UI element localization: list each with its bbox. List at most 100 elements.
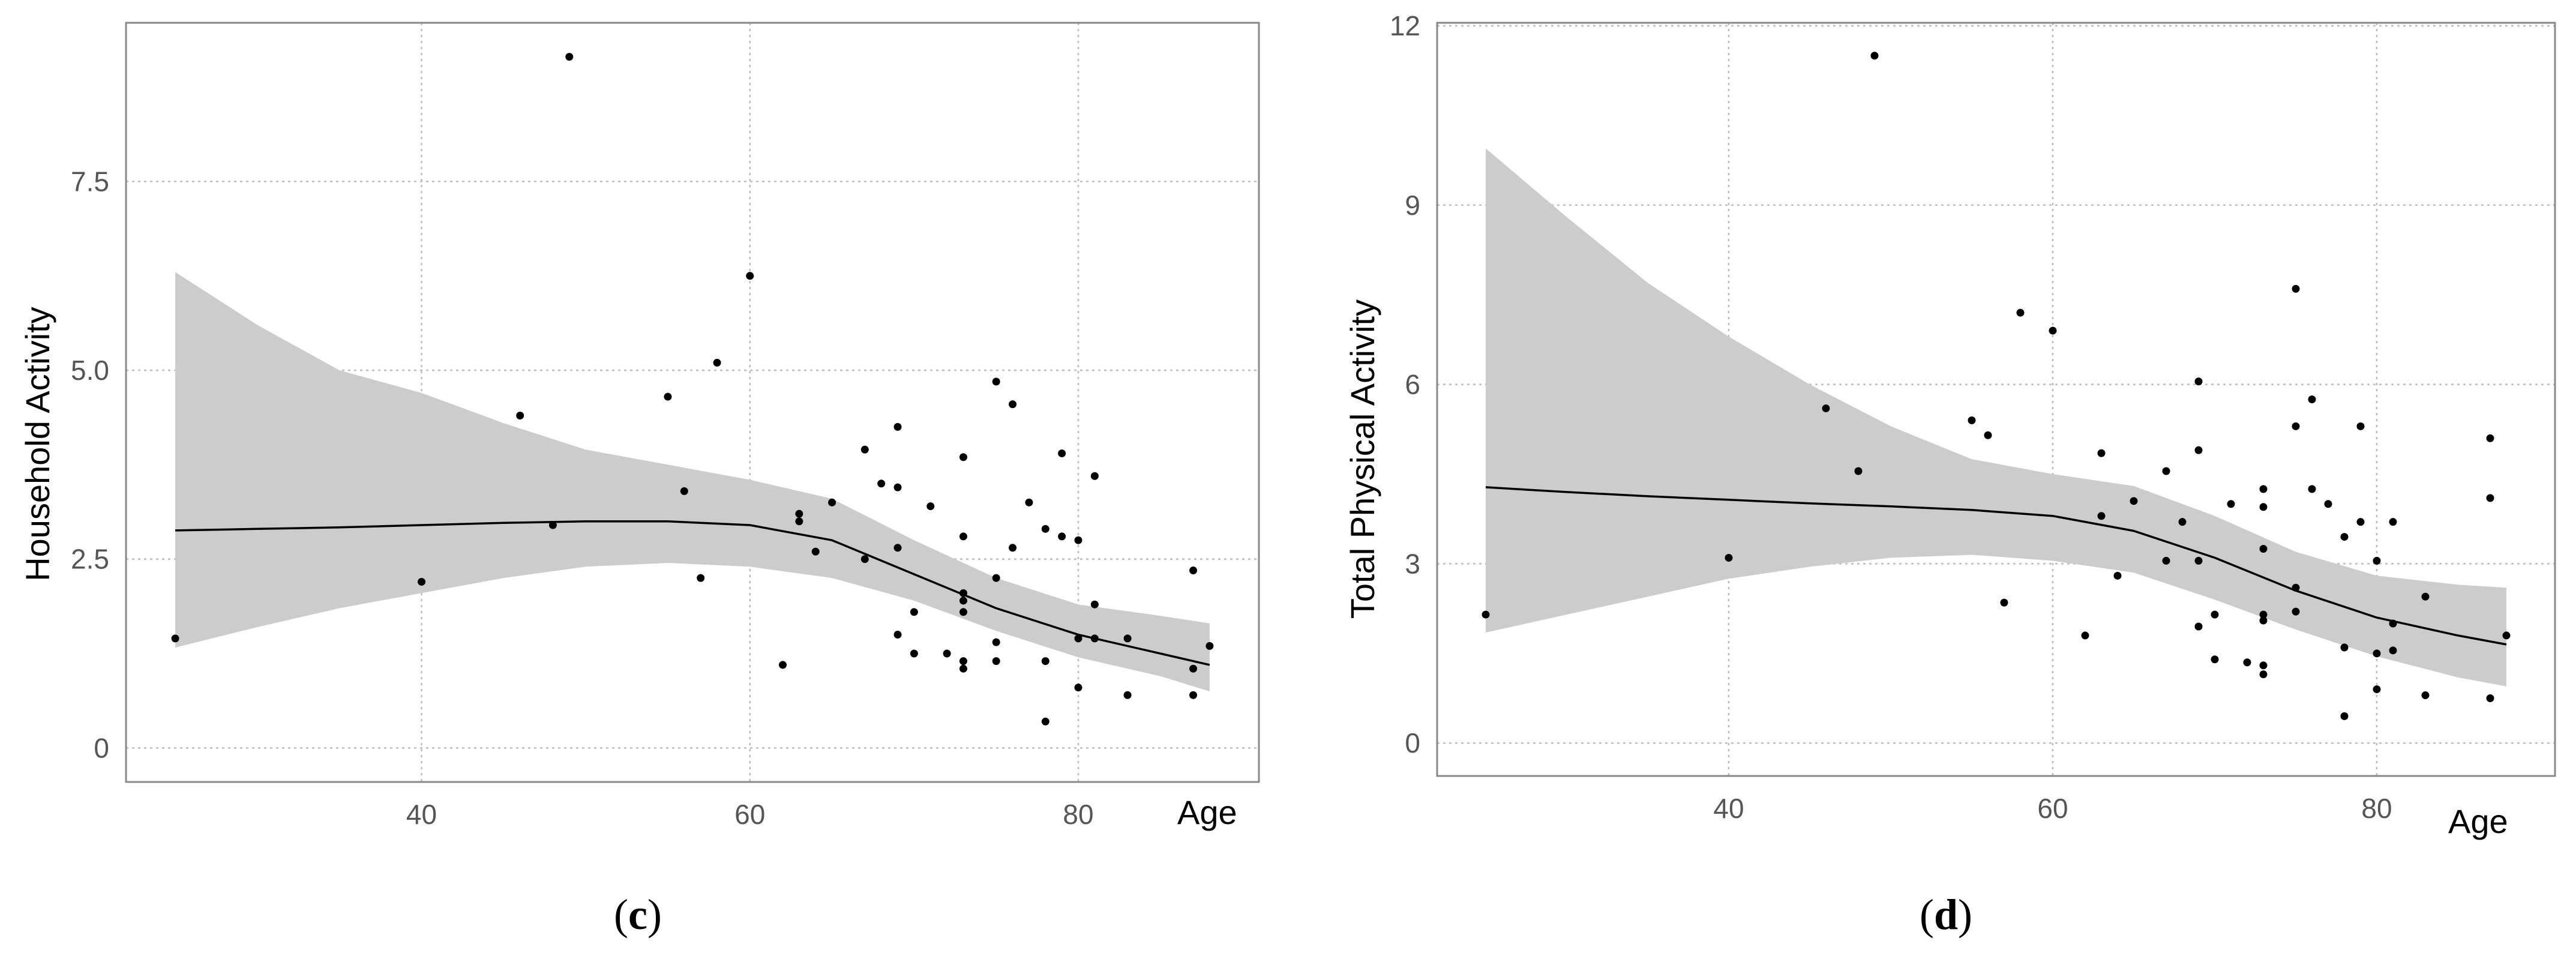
panel-c-y-tick-label: 5.0 [71,355,109,386]
panel-d-data-point [1968,416,1976,424]
panel-c-gridlines [126,23,1259,782]
panel-c-data-point [1009,400,1017,409]
panel-d-data-point [2000,598,2008,607]
panel-c-data-point [959,597,967,605]
panel-d-data-point [2292,284,2300,293]
panel-c-points [171,53,1214,726]
panel-d-data-point [2194,556,2203,565]
panel-d-data-point [1854,467,1863,475]
panel-c-data-point [926,502,935,511]
panel-d-data-point [2340,533,2349,541]
panel-d-data-point [2211,655,2219,664]
panel-c-data-point [893,483,902,492]
panel-d-y-tick-labels: 0 3 6 9 12 [1390,10,1420,759]
panel-d-data-point [2421,691,2430,700]
panel-c-y-tick-label: 0 [94,732,109,763]
panel-c-data-point [828,498,836,507]
panel-c-data-point [943,649,951,658]
panel-d-y-tick-label: 0 [1405,727,1420,759]
panel-d-data-point [2502,631,2511,640]
panel-c-data-point [893,422,902,431]
panel-d-data-point [2389,518,2397,526]
panel-c-data-point [992,657,1000,666]
panel-d-data-point [2421,592,2430,601]
panel-d-x-tick-label: 80 [2361,793,2392,824]
panel-c-data-point [959,532,967,541]
panel-c-data-point [893,631,902,639]
panel-c-plot-frame [125,22,1260,783]
panel-d-data-point [2292,422,2300,430]
panel-d-data-point [2194,622,2203,631]
panel-d-data-point [2356,422,2365,430]
panel-d-data-point [1725,553,1733,562]
panel-c-data-point [664,392,672,401]
panel-d-x-axis-label: Age [2448,802,2508,840]
panel-d-data-point [1482,610,1490,619]
panel-c-data-point [697,574,705,582]
panel-d-data-point [2292,607,2300,616]
panel-c-x-axis-label: Age [1177,793,1237,831]
panel-d-data-point [2162,467,2170,475]
panel-c-data-point [1041,717,1049,726]
panel-c-data-point [860,555,869,564]
panel-c-data-point [680,487,688,495]
panel-c-data-point [959,664,967,673]
panel-c-data-point [778,661,787,669]
panel-d-data-point [2194,446,2203,454]
panel-d-data-point [2259,503,2268,511]
panel-c-data-point [959,657,967,666]
panel-c-data-point [418,577,426,586]
panel-c-data-point [1090,634,1099,643]
panel-d-data-point [2308,485,2316,493]
panel-c-data-point [1025,498,1033,507]
panel-d-confidence-band-group [1486,148,2506,687]
panel-c-data-point [992,574,1000,582]
panel-c-caption: (c) [614,891,662,939]
panel-d-data-point [2097,449,2106,457]
panel-c-y-tick-label: 7.5 [71,166,109,197]
panel-d-data-point [2049,326,2057,335]
panel-c-data-point [795,510,803,518]
panel-d-confidence-band [1486,148,2506,687]
panel-c-data-point [811,547,820,556]
panel-d-x-tick-label: 40 [1713,793,1744,824]
panel-d-data-point [2178,518,2187,526]
panel-c-data-point [1009,544,1017,552]
panel-c-chart: 40 60 80 0 2.5 5.0 7.5 Household Activity Age… [19,22,1260,939]
panel-c-data-point [1189,567,1198,575]
panel-d-fit-line-group [1485,486,2507,646]
panel-d-caption-letter: d [1934,891,1958,939]
panel-c-data-point [171,634,179,643]
panel-d-data-point [2162,556,2170,565]
panel-c-x-tick-labels: 40 60 80 [406,799,1094,830]
panel-d-points [1482,52,2511,720]
panel-d-plot-frame [1436,22,2556,777]
panel-c-data-point [992,377,1000,386]
panel-d-caption: (d) [1920,891,1972,939]
panel-c-data-point [1041,525,1049,533]
panel-d-data-point [2259,485,2268,493]
panel-c-y-tick-labels: 0 2.5 5.0 7.5 [71,166,109,763]
panel-c-x-tick-label: 40 [406,799,437,830]
panel-d-data-point [2211,610,2219,619]
panel-d-data-point [2373,685,2381,694]
panel-c-data-point [1090,472,1099,480]
panel-d-data-point [2356,518,2365,526]
panel-d-data-point [2389,619,2397,628]
panel-c-data-point [1058,532,1066,541]
panel-c-confidence-band [175,272,1210,691]
panel-c-y-tick-label: 2.5 [71,544,109,575]
panel-c-data-point [910,649,918,658]
panel-c-data-point [548,521,557,529]
panel-c-fit-line [175,520,1210,666]
panel-d-data-point [2081,631,2089,640]
panel-c-data-point [1058,449,1066,457]
panel-d-data-point [2259,661,2268,670]
panel-c-data-point [713,358,721,367]
panel-d-data-point [2340,643,2349,652]
panel-c-data-point [1189,664,1198,673]
panel-d-data-point [1822,404,1830,412]
panel-d-data-point [2016,308,2025,317]
panel-d-data-point [1870,52,1879,60]
panel-c-data-point [959,589,967,597]
